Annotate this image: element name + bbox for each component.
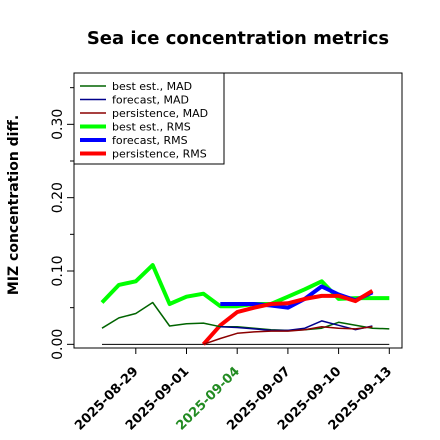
series-line-forecast-rms	[220, 284, 374, 310]
series-line-forecast-mad	[220, 320, 373, 332]
chart-title: Sea ice concentration metrics	[87, 28, 389, 49]
legend-label: forecast, MAD	[112, 94, 189, 107]
y-tick-label: 0.00	[50, 329, 66, 360]
legend-label: persistence, RMS	[112, 148, 207, 161]
plot-frame	[73, 72, 403, 349]
legend-label: persistence, MAD	[112, 107, 208, 120]
y-tick-label: 0.30	[50, 109, 66, 140]
x-ticks: 2025-08-292025-09-012025-09-042025-09-07…	[72, 348, 395, 434]
y-axis-label: MIZ concentration diff.	[6, 115, 22, 295]
legend-label: forecast, RMS	[112, 134, 188, 147]
legend-box	[73, 72, 225, 165]
legend-label: best est., MAD	[112, 80, 192, 93]
y-tick-label: 0.20	[50, 182, 66, 213]
legend-label: best est., RMS	[112, 121, 191, 134]
y-ticks: 0.00 0.10 0.20 0.30	[50, 87, 74, 360]
series-line-persistence-mad	[203, 325, 373, 346]
y-tick-label: 0.10	[50, 255, 66, 286]
series-line-persistence-rms	[201, 289, 374, 346]
series-lines	[100, 263, 390, 346]
